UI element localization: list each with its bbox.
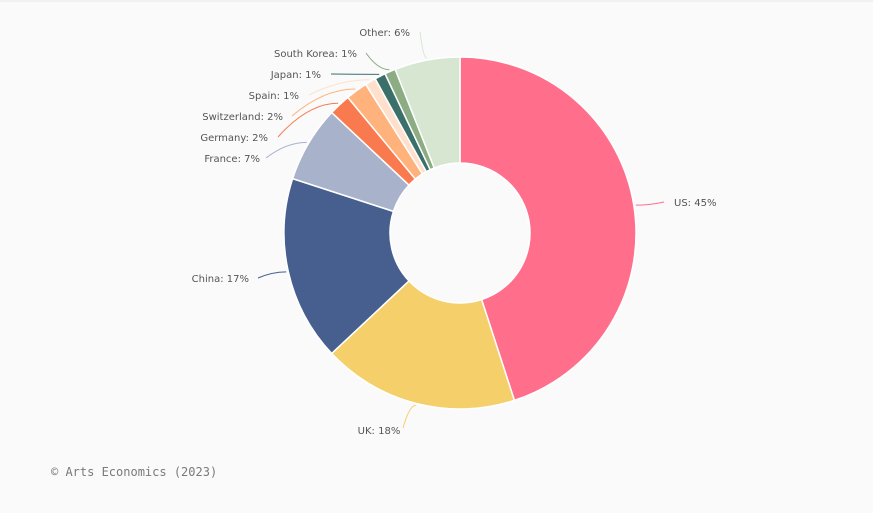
leader-line-china [257, 271, 287, 279]
leader-line-france [265, 141, 307, 159]
slice-label-south-korea: South Korea: 1% [274, 49, 357, 60]
slice-other[interactable] [394, 56, 461, 169]
slice-label-switzerland: Switzerland: 2% [202, 112, 283, 123]
slice-label-uk: UK: 18% [358, 426, 401, 437]
slice-uk[interactable] [330, 279, 516, 410]
slice-label-china: China: 17% [192, 274, 249, 285]
leader-line-switzerland [291, 88, 356, 117]
leader-line-other [419, 31, 427, 59]
leader-line-spain [308, 79, 370, 96]
slice-us[interactable] [459, 56, 637, 402]
slice-china[interactable] [283, 177, 411, 355]
source-credit: © Arts Economics (2023) [51, 465, 218, 479]
top-divider [0, 0, 873, 2]
slice-label-france: France: 7% [204, 154, 260, 165]
slice-label-spain: Spain: 1% [249, 91, 299, 102]
slice-label-other: Other: 6% [359, 28, 410, 39]
leader-line-uk [402, 404, 416, 429]
slice-label-germany: Germany: 2% [200, 133, 268, 144]
slice-label-japan: Japan: 1% [270, 70, 321, 81]
leader-line-south-korea [365, 52, 390, 71]
leader-line-us [635, 201, 665, 206]
leader-line-germany [277, 102, 339, 138]
slice-label-us: US: 45% [674, 198, 716, 209]
